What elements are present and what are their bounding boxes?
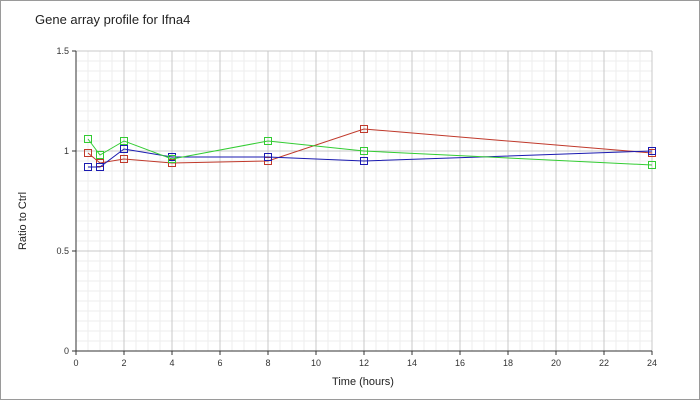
- x-axis-label: Time (hours): [332, 376, 394, 388]
- data-point: [168, 155, 176, 163]
- data-point: [84, 135, 92, 143]
- x-tick-label: 0: [73, 358, 78, 368]
- y-axis-label: Ratio to Ctrl: [17, 192, 29, 250]
- data-point: [648, 161, 656, 169]
- data-point: [120, 137, 128, 145]
- data-point: [360, 157, 368, 165]
- series-layer: [84, 125, 656, 171]
- data-point: [120, 145, 128, 153]
- chart-title: Gene array profile for Ifna4: [35, 12, 191, 27]
- x-tick-label: 22: [599, 358, 609, 368]
- data-point: [120, 155, 128, 163]
- x-tick-label: 18: [503, 358, 513, 368]
- series-2: [84, 145, 656, 171]
- series-line: [87, 128, 653, 164]
- data-point: [648, 147, 656, 155]
- data-point: [360, 125, 368, 133]
- y-tick-labels: 0 0.5 1 1.5: [56, 46, 69, 356]
- data-point: [360, 147, 368, 155]
- data-point: [84, 163, 92, 171]
- data-point: [264, 153, 272, 161]
- x-tick-label: 4: [169, 358, 174, 368]
- series-line: [88, 148, 653, 168]
- x-tick-label: 16: [455, 358, 465, 368]
- x-tick-label: 24: [647, 358, 657, 368]
- y-tick-label: 0.5: [56, 246, 69, 256]
- series-line: [87, 138, 653, 166]
- data-point: [264, 137, 272, 145]
- x-tick-label: 12: [359, 358, 369, 368]
- x-tick-label: 2: [121, 358, 126, 368]
- data-point: [96, 163, 104, 171]
- y-tick-label: 0: [64, 346, 69, 356]
- x-tick-label: 8: [265, 358, 270, 368]
- axes: [72, 50, 653, 355]
- series-3: [84, 135, 656, 169]
- x-tick-label: 14: [407, 358, 417, 368]
- y-tick-label: 1: [64, 146, 69, 156]
- x-tick-label: 6: [217, 358, 222, 368]
- y-tick-label: 1.5: [56, 46, 69, 56]
- data-point: [84, 149, 92, 157]
- x-tick-label: 10: [311, 358, 321, 368]
- x-tick-label: 20: [551, 358, 561, 368]
- x-tick-labels: 0 2 4 6 8 10 12 14 16 18 20 22 24: [73, 358, 657, 368]
- data-point: [96, 151, 104, 159]
